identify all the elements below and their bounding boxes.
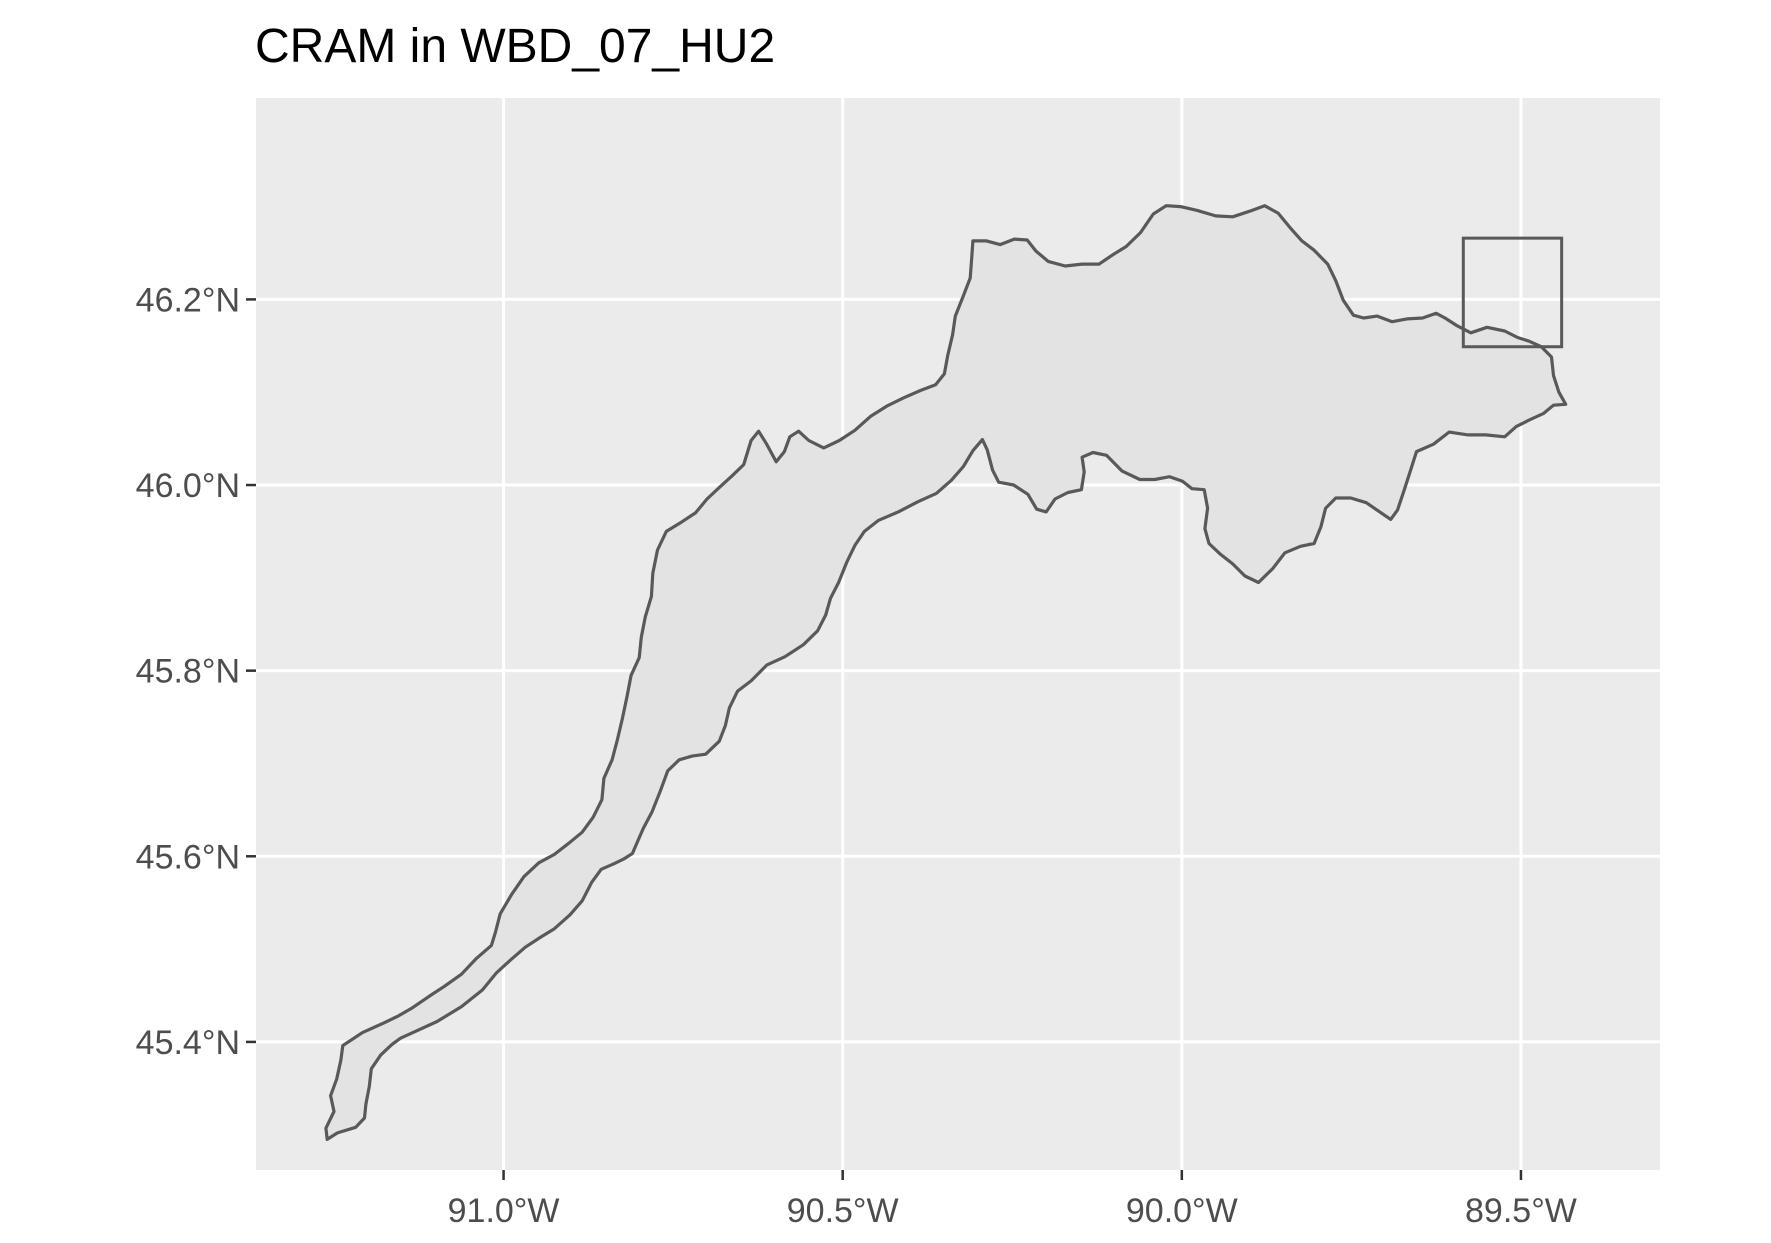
latitude-gridlines [256,297,1660,1044]
x-axis-ticks: 91.0°W 90.5°W 90.0°W 89.5°W [448,1170,1577,1230]
x-tick-label: 90.5°W [787,1192,899,1230]
y-tick-label: 45.6°N [136,838,240,876]
x-tick-label: 91.0°W [448,1192,560,1230]
y-tick-label: 46.2°N [136,281,240,319]
y-axis-ticks: 45.4°N 45.6°N 45.8°N 46.0°N 46.2°N [136,281,256,1062]
watershed-polygon [324,204,1568,1141]
y-tick-label: 46.0°N [136,467,240,505]
extent-box [1461,236,1564,349]
y-tick-label: 45.4°N [136,1024,240,1062]
map-title: CRAM in WBD_07_HU2 [255,20,775,73]
x-tick-label: 90.0°W [1126,1192,1238,1230]
x-tick-label: 89.5°W [1465,1192,1577,1230]
map-panel [256,98,1660,1170]
y-tick-label: 45.8°N [136,653,240,691]
